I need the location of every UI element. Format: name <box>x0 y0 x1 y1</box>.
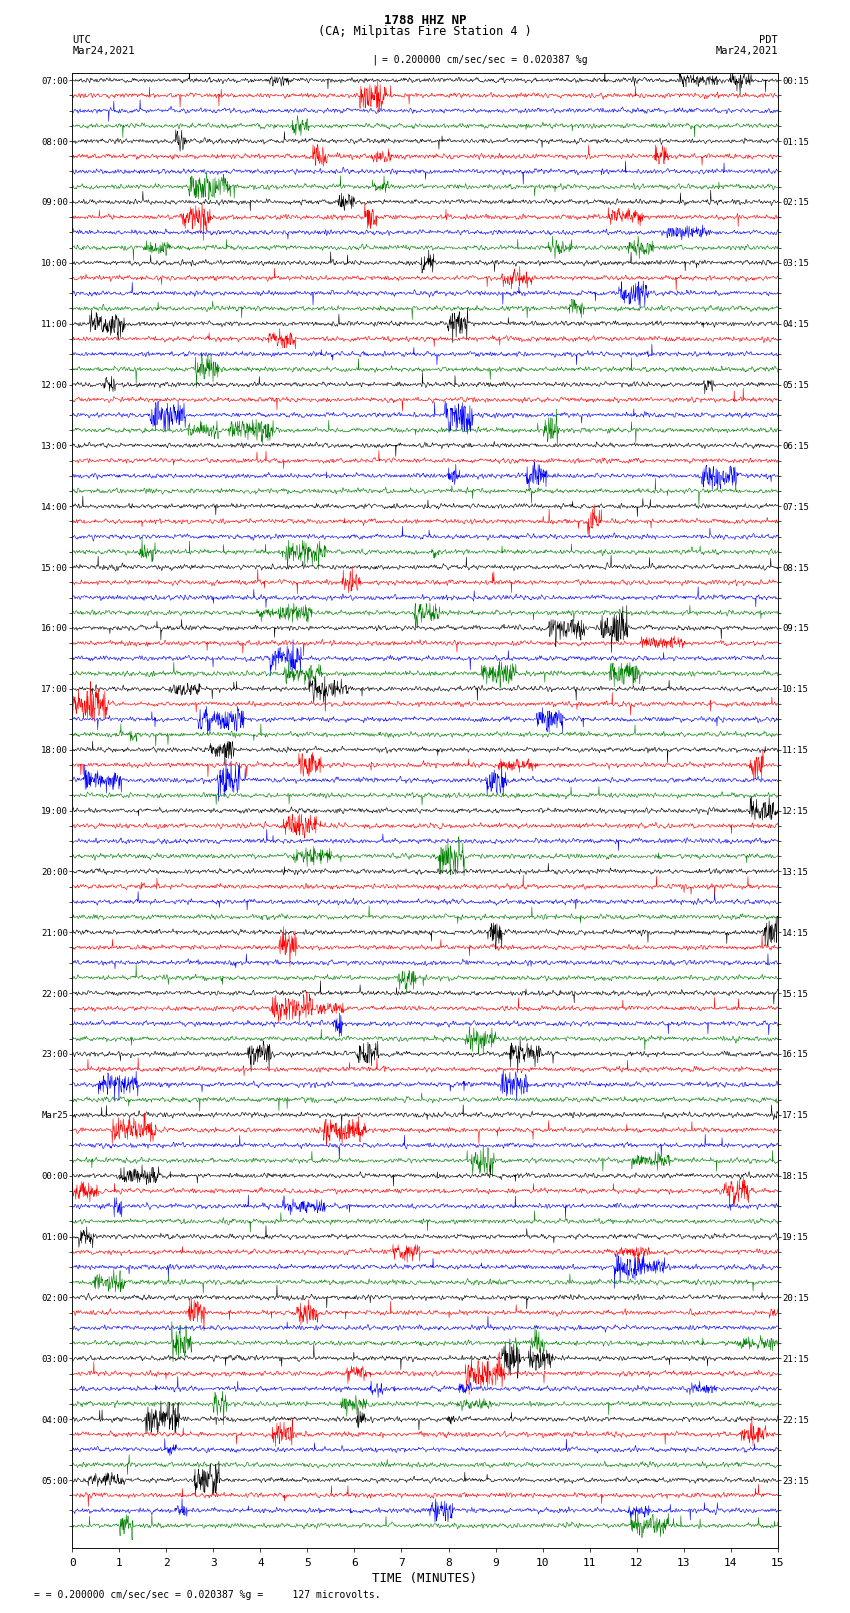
Text: (CA; Milpitas Fire Station 4 ): (CA; Milpitas Fire Station 4 ) <box>318 24 532 39</box>
Text: = = 0.200000 cm/sec/sec = 0.020387 %g =     127 microvolts.: = = 0.200000 cm/sec/sec = 0.020387 %g = … <box>34 1590 381 1600</box>
X-axis label: TIME (MINUTES): TIME (MINUTES) <box>372 1571 478 1584</box>
Text: PDT: PDT <box>759 35 778 45</box>
Text: = 0.200000 cm/sec/sec = 0.020387 %g: = 0.200000 cm/sec/sec = 0.020387 %g <box>382 55 588 65</box>
Text: UTC: UTC <box>72 35 91 45</box>
Text: Mar24,2021: Mar24,2021 <box>715 45 778 56</box>
Text: |: | <box>371 55 377 66</box>
Text: Mar24,2021: Mar24,2021 <box>72 45 135 56</box>
Text: 1788 HHZ NP: 1788 HHZ NP <box>383 13 467 27</box>
